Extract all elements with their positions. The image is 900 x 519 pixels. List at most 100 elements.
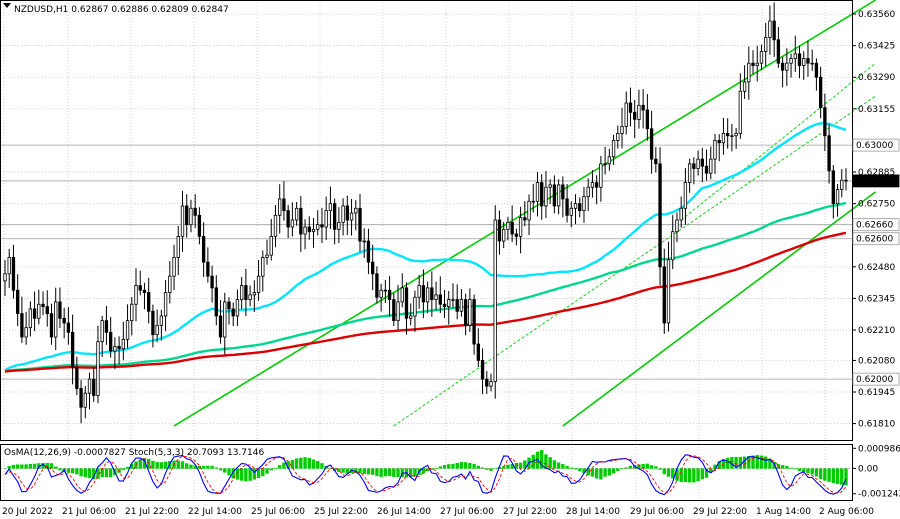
- candle-body: [806, 58, 810, 64]
- osma-bar: [180, 461, 185, 469]
- candle-body: [747, 62, 751, 83]
- candle-body: [607, 156, 612, 165]
- osma-bar: [244, 468, 248, 482]
- level-label: 0.62000: [856, 375, 893, 385]
- osma-bar: [768, 458, 772, 469]
- candle-body: [709, 158, 713, 174]
- time-label: 26 Jul 14:00: [377, 507, 431, 517]
- symbol-header: NZDUSD,H1 0.62867 0.62886 0.62809 0.6284…: [14, 5, 229, 15]
- candle-body: [459, 299, 464, 312]
- osma-bar: [163, 461, 168, 469]
- osma-bar: [286, 461, 290, 469]
- osma-bar: [565, 465, 569, 469]
- candle-body: [776, 39, 781, 64]
- osma-bar: [206, 465, 210, 469]
- candle-body: [527, 200, 531, 221]
- osma-bar: [785, 465, 789, 469]
- candle-body: [438, 294, 442, 305]
- osma-bar: [252, 468, 257, 480]
- candle-body: [185, 205, 189, 226]
- osma-bar: [11, 464, 16, 469]
- osma-bar: [130, 463, 134, 469]
- candle-body: [223, 301, 227, 338]
- candle-body: [252, 292, 257, 296]
- osma-bar: [823, 468, 827, 481]
- candle-body: [41, 303, 45, 307]
- candle-body: [231, 308, 235, 317]
- candle-body: [32, 308, 37, 319]
- triangle-down-icon: [3, 3, 11, 8]
- candle-body: [70, 331, 75, 368]
- candle-body: [502, 228, 506, 242]
- candle-body: [11, 257, 16, 291]
- osma-bar: [265, 468, 269, 474]
- candle-body: [54, 301, 58, 338]
- candle-body: [28, 308, 33, 329]
- osma-bar: [747, 456, 751, 469]
- osc-tick-label: 0.00: [858, 464, 878, 474]
- osma-bar: [582, 468, 586, 474]
- osma-bar: [742, 456, 747, 469]
- candle-body: [637, 104, 641, 120]
- osma-bar: [256, 468, 261, 478]
- osma-bar: [569, 467, 573, 469]
- osma-bar: [92, 468, 96, 480]
- candle-body: [616, 133, 620, 141]
- osma-bar: [299, 457, 303, 469]
- osma-bar: [510, 463, 514, 469]
- osma-bar: [358, 468, 362, 474]
- osma-bar: [764, 456, 768, 469]
- osma-bar: [493, 468, 497, 469]
- osma-bar: [193, 465, 197, 469]
- candle-body: [764, 37, 768, 52]
- osma-bar: [501, 466, 506, 469]
- candle-body: [92, 378, 96, 396]
- osma-bar: [620, 468, 624, 470]
- candle-body: [721, 133, 726, 144]
- osma-bar: [15, 464, 20, 469]
- osc-tick-label: 0.000986: [858, 444, 900, 454]
- price-tick-label: 0.62480: [858, 263, 895, 273]
- candle-body: [818, 76, 823, 109]
- candle-body: [375, 273, 379, 298]
- osma-bar: [227, 468, 231, 476]
- osma-bar: [261, 468, 265, 477]
- candle-body: [379, 289, 383, 298]
- osma-bar: [607, 468, 612, 476]
- candle-body: [476, 343, 480, 361]
- osma-bar: [409, 468, 413, 478]
- osma-bar: [438, 466, 442, 469]
- candle-body: [218, 315, 223, 338]
- candle-body: [168, 275, 172, 293]
- candle-body: [214, 287, 218, 317]
- ma-fast-line: [4, 122, 847, 372]
- osma-bar: [472, 463, 476, 469]
- candle-body: [654, 158, 658, 165]
- osma-bar: [599, 468, 603, 480]
- candle-body: [844, 179, 848, 182]
- candle-body: [294, 207, 299, 221]
- candle-body: [544, 186, 548, 207]
- candle-body: [337, 221, 341, 230]
- candle-body: [125, 320, 130, 340]
- osma-bar: [375, 468, 379, 477]
- candle-body: [768, 20, 772, 38]
- candle-body: [599, 163, 603, 188]
- candle-body: [134, 285, 138, 305]
- osma-bar: [108, 468, 113, 478]
- osma-bar: [201, 465, 206, 469]
- level-label-box: [852, 138, 900, 152]
- candle-body: [332, 203, 337, 230]
- osma-bar: [362, 468, 366, 474]
- osma-bar: [455, 462, 459, 469]
- candle-body: [387, 289, 392, 300]
- osma-bar: [337, 468, 341, 472]
- osma-bar: [20, 464, 24, 469]
- osma-bar: [341, 468, 345, 473]
- osma-bar: [151, 460, 155, 469]
- osma-bar: [100, 468, 104, 477]
- candle-body: [789, 58, 793, 64]
- time-label: 29 Jul 06:00: [630, 507, 684, 517]
